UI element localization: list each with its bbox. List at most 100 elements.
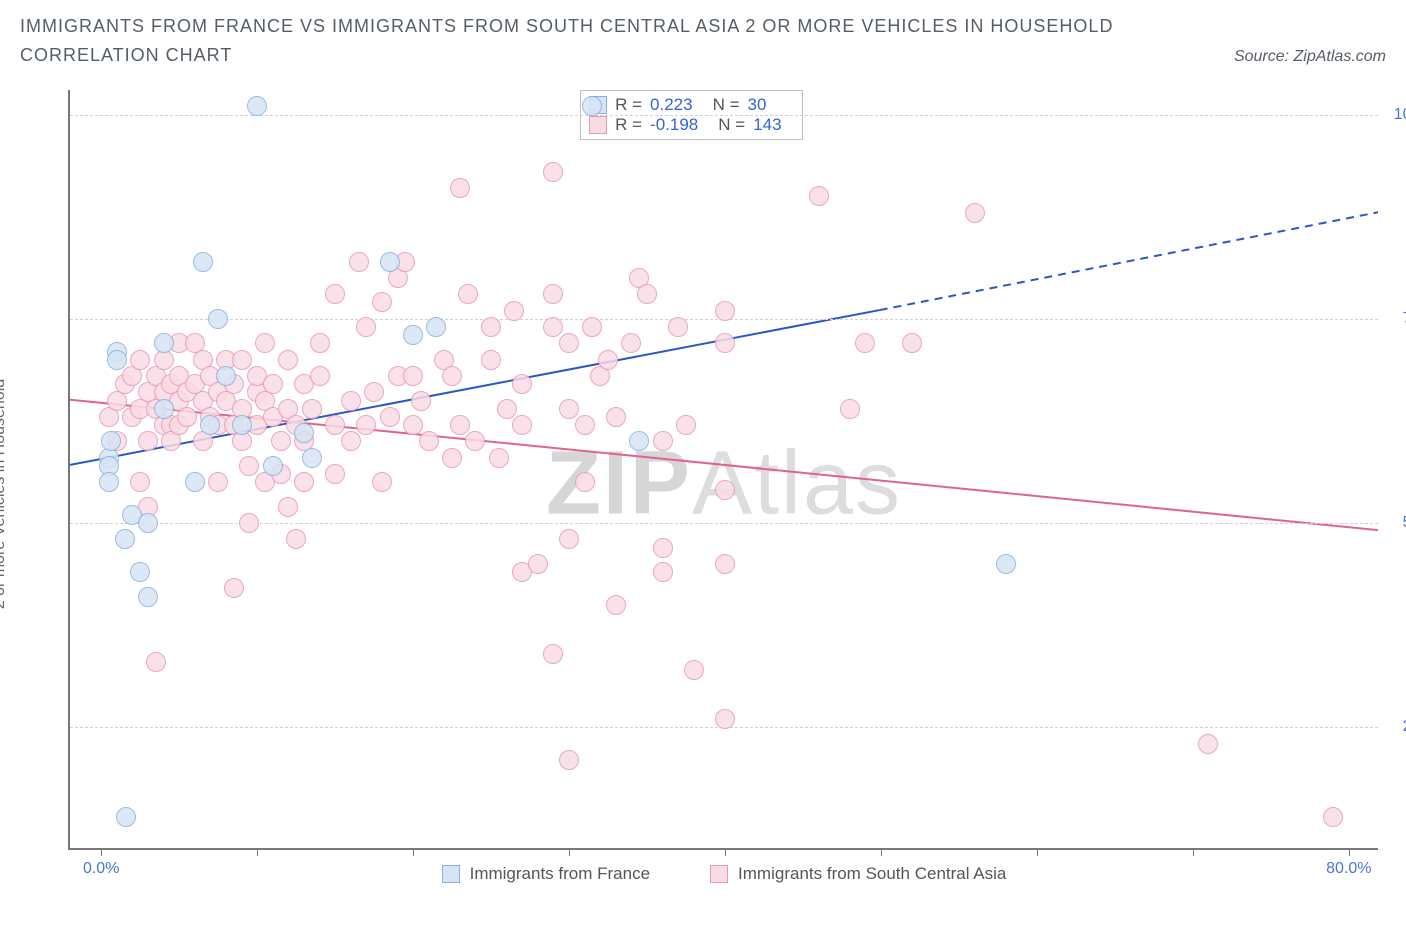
- stats-row-scasia: R = -0.198 N = 143: [589, 115, 793, 135]
- bottom-legend: Immigrants from France Immigrants from S…: [70, 864, 1378, 884]
- x-tick: [257, 848, 258, 856]
- france-point: [208, 309, 228, 329]
- legend-item-scasia: Immigrants from South Central Asia: [710, 864, 1006, 884]
- scasia-point: [606, 595, 626, 615]
- scasia-point: [450, 415, 470, 435]
- scasia-point: [341, 391, 361, 411]
- chart-container: 2 or more Vehicles in Household ZIPAtlas…: [20, 80, 1386, 890]
- france-point: [99, 472, 119, 492]
- scasia-point: [450, 178, 470, 198]
- scasia-point: [356, 317, 376, 337]
- scasia-point: [489, 448, 509, 468]
- x-tick: [569, 848, 570, 856]
- scasia-point: [356, 415, 376, 435]
- scasia-point: [606, 407, 626, 427]
- scasia-point: [271, 431, 291, 451]
- stats-row-france: R = 0.223 N = 30: [589, 95, 793, 115]
- france-point: [101, 431, 121, 451]
- scasia-point: [372, 292, 392, 312]
- scasia-point: [411, 391, 431, 411]
- scasia-point: [840, 399, 860, 419]
- scasia-point: [497, 399, 517, 419]
- scasia-point: [543, 162, 563, 182]
- scasia-swatch-icon: [710, 865, 728, 883]
- france-point: [380, 252, 400, 272]
- scasia-point: [559, 399, 579, 419]
- scasia-point: [676, 415, 696, 435]
- source-label: Source: ZipAtlas.com: [1234, 48, 1386, 70]
- scasia-point: [481, 317, 501, 337]
- x-tick: [725, 848, 726, 856]
- france-point: [154, 399, 174, 419]
- scasia-point: [543, 284, 563, 304]
- scasia-point: [302, 399, 322, 419]
- france-point: [294, 423, 314, 443]
- scasia-point: [239, 456, 259, 476]
- scasia-point: [653, 562, 673, 582]
- chart-title: IMMIGRANTS FROM FRANCE VS IMMIGRANTS FRO…: [20, 12, 1120, 70]
- france-point: [247, 96, 267, 116]
- y-tick-label: 75.0%: [1386, 310, 1406, 328]
- legend-item-france: Immigrants from France: [442, 864, 650, 884]
- scasia-point: [637, 284, 657, 304]
- scasia-point: [263, 374, 283, 394]
- scasia-point: [528, 554, 548, 574]
- scasia-point: [512, 374, 532, 394]
- scasia-point: [325, 284, 345, 304]
- france-point: [116, 807, 136, 827]
- scasia-point: [512, 415, 532, 435]
- scasia-point: [715, 709, 735, 729]
- scasia-point: [138, 431, 158, 451]
- scasia-point: [1198, 734, 1218, 754]
- scasia-point: [278, 350, 298, 370]
- scasia-point: [130, 472, 150, 492]
- france-point: [996, 554, 1016, 574]
- x-tick: [1349, 848, 1350, 856]
- france-point: [629, 431, 649, 451]
- france-point: [185, 472, 205, 492]
- scasia-point: [349, 252, 369, 272]
- scasia-point: [130, 350, 150, 370]
- france-point: [302, 448, 322, 468]
- france-point: [216, 366, 236, 386]
- y-tick-label: 50.0%: [1386, 514, 1406, 532]
- france-point: [138, 587, 158, 607]
- scasia-point: [278, 497, 298, 517]
- scasia-point: [965, 203, 985, 223]
- scasia-point: [255, 333, 275, 353]
- scasia-point: [902, 333, 922, 353]
- scasia-point: [559, 750, 579, 770]
- y-tick-label: 100.0%: [1386, 106, 1406, 124]
- scasia-point: [621, 333, 641, 353]
- france-point: [130, 562, 150, 582]
- scasia-point: [684, 660, 704, 680]
- scasia-point: [668, 317, 688, 337]
- scasia-point: [325, 464, 345, 484]
- scasia-point: [239, 513, 259, 533]
- scasia-point: [372, 472, 392, 492]
- scasia-point: [582, 317, 602, 337]
- scasia-point: [715, 480, 735, 500]
- scasia-point: [364, 382, 384, 402]
- x-tick: [881, 848, 882, 856]
- scasia-point: [403, 366, 423, 386]
- scasia-point: [575, 415, 595, 435]
- scasia-point: [715, 554, 735, 574]
- france-point: [403, 325, 423, 345]
- scasia-point: [715, 301, 735, 321]
- x-tick-label: 0.0%: [83, 860, 119, 878]
- scasia-point: [543, 317, 563, 337]
- scasia-point: [403, 415, 423, 435]
- scasia-point: [310, 366, 330, 386]
- scasia-point: [177, 407, 197, 427]
- gridline: [70, 115, 1378, 116]
- scasia-swatch-icon: [589, 116, 607, 134]
- scasia-point: [481, 350, 501, 370]
- france-point: [115, 529, 135, 549]
- france-point: [154, 333, 174, 353]
- gridline: [70, 523, 1378, 524]
- france-point: [263, 456, 283, 476]
- scasia-point: [442, 448, 462, 468]
- scasia-point: [598, 350, 618, 370]
- scasia-point: [310, 333, 330, 353]
